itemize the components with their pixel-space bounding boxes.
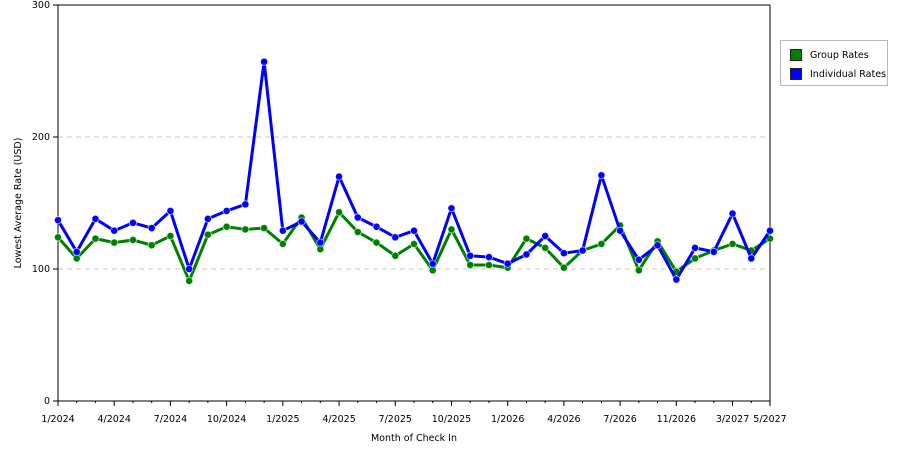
data-point-individual-rates: [372, 222, 381, 231]
data-point-individual-rates: [447, 204, 456, 213]
data-point-individual-rates: [222, 206, 231, 215]
x-tick-label: 1/2025: [266, 414, 299, 425]
data-point-individual-rates: [634, 255, 643, 264]
data-point-individual-rates: [616, 226, 625, 235]
data-point-group-rates: [559, 263, 568, 272]
data-point-individual-rates: [110, 226, 119, 235]
data-point-group-rates: [409, 239, 418, 248]
data-point-individual-rates: [466, 251, 475, 260]
legend-item-group-rates: Group Rates: [790, 48, 869, 62]
data-point-group-rates: [166, 231, 175, 240]
x-tick-label: 5/2027: [753, 414, 786, 425]
data-point-group-rates: [72, 254, 81, 263]
x-tick-label: 7/2026: [603, 414, 636, 425]
x-axis-title: Month of Check In: [371, 433, 457, 444]
data-point-group-rates: [484, 261, 493, 270]
x-tick-label: 11/2026: [657, 414, 696, 425]
data-point-group-rates: [597, 239, 606, 248]
data-point-individual-rates: [578, 246, 587, 255]
data-point-group-rates: [335, 208, 344, 217]
data-point-group-rates: [541, 243, 550, 252]
data-point-individual-rates: [241, 200, 250, 209]
data-point-individual-rates: [428, 259, 437, 268]
y-tick-label: 200: [32, 132, 50, 143]
data-point-individual-rates: [297, 217, 306, 226]
x-tick-label: 7/2025: [379, 414, 412, 425]
data-point-group-rates: [241, 225, 250, 234]
data-point-individual-rates: [766, 226, 775, 235]
data-point-individual-rates: [691, 243, 700, 252]
data-point-group-rates: [222, 222, 231, 231]
data-point-individual-rates: [672, 275, 681, 284]
x-tick-label: 7/2024: [154, 414, 187, 425]
data-point-individual-rates: [728, 209, 737, 218]
data-point-group-rates: [203, 230, 212, 239]
data-point-individual-rates: [484, 253, 493, 262]
data-point-group-rates: [728, 239, 737, 248]
y-tick-label: 0: [44, 396, 50, 407]
x-tick-label: 4/2026: [547, 414, 580, 425]
data-point-group-rates: [466, 261, 475, 270]
data-point-individual-rates: [559, 249, 568, 258]
data-point-group-rates: [391, 251, 400, 260]
data-point-individual-rates: [91, 214, 100, 223]
x-tick-label: 4/2024: [97, 414, 130, 425]
data-point-individual-rates: [278, 226, 287, 235]
x-tick-label: 1/2026: [491, 414, 524, 425]
data-point-individual-rates: [166, 206, 175, 215]
data-point-individual-rates: [316, 238, 325, 247]
data-point-group-rates: [91, 234, 100, 243]
data-point-individual-rates: [409, 226, 418, 235]
legend: Group Rates Individual Rates: [780, 40, 888, 86]
data-point-group-rates: [260, 224, 269, 233]
x-tick-label: 1/2024: [41, 414, 74, 425]
data-point-individual-rates: [72, 247, 81, 256]
legend-label-group-rates: Group Rates: [810, 49, 869, 61]
x-tick-label: 3/2027: [716, 414, 749, 425]
x-tick-label: 10/2025: [432, 414, 471, 425]
x-tick-label: 4/2025: [322, 414, 355, 425]
x-tick-label: 10/2024: [207, 414, 246, 425]
data-point-individual-rates: [185, 264, 194, 273]
data-point-individual-rates: [541, 231, 550, 240]
data-point-group-rates: [691, 254, 700, 263]
data-point-individual-rates: [54, 216, 63, 225]
data-point-individual-rates: [597, 171, 606, 180]
data-point-group-rates: [634, 266, 643, 275]
data-point-group-rates: [147, 241, 156, 250]
data-point-individual-rates: [653, 241, 662, 250]
data-point-group-rates: [278, 239, 287, 248]
data-point-group-rates: [316, 245, 325, 254]
data-point-individual-rates: [203, 214, 212, 223]
data-point-group-rates: [128, 235, 137, 244]
data-point-individual-rates: [709, 247, 718, 256]
data-point-individual-rates: [260, 57, 269, 66]
y-tick-label: 100: [32, 264, 50, 275]
data-point-group-rates: [428, 266, 437, 275]
data-point-individual-rates: [503, 259, 512, 268]
legend-label-individual-rates: Individual Rates: [810, 68, 887, 80]
data-point-group-rates: [353, 228, 362, 237]
data-point-individual-rates: [747, 254, 756, 263]
data-point-individual-rates: [522, 250, 531, 259]
data-point-individual-rates: [335, 172, 344, 181]
data-point-individual-rates: [128, 218, 137, 227]
data-point-group-rates: [372, 238, 381, 247]
y-tick-label: 300: [32, 0, 50, 11]
data-point-individual-rates: [391, 233, 400, 242]
data-point-group-rates: [54, 233, 63, 242]
data-point-individual-rates: [147, 224, 156, 233]
legend-item-individual-rates: Individual Rates: [790, 67, 886, 81]
data-point-individual-rates: [353, 213, 362, 222]
data-point-group-rates: [447, 225, 456, 234]
legend-swatch-individual-rates: [790, 68, 802, 80]
legend-swatch-group-rates: [790, 49, 802, 61]
y-axis-title: Lowest Average Rate (USD): [13, 138, 24, 269]
data-point-group-rates: [185, 276, 194, 285]
data-point-group-rates: [522, 234, 531, 243]
data-point-group-rates: [110, 238, 119, 247]
